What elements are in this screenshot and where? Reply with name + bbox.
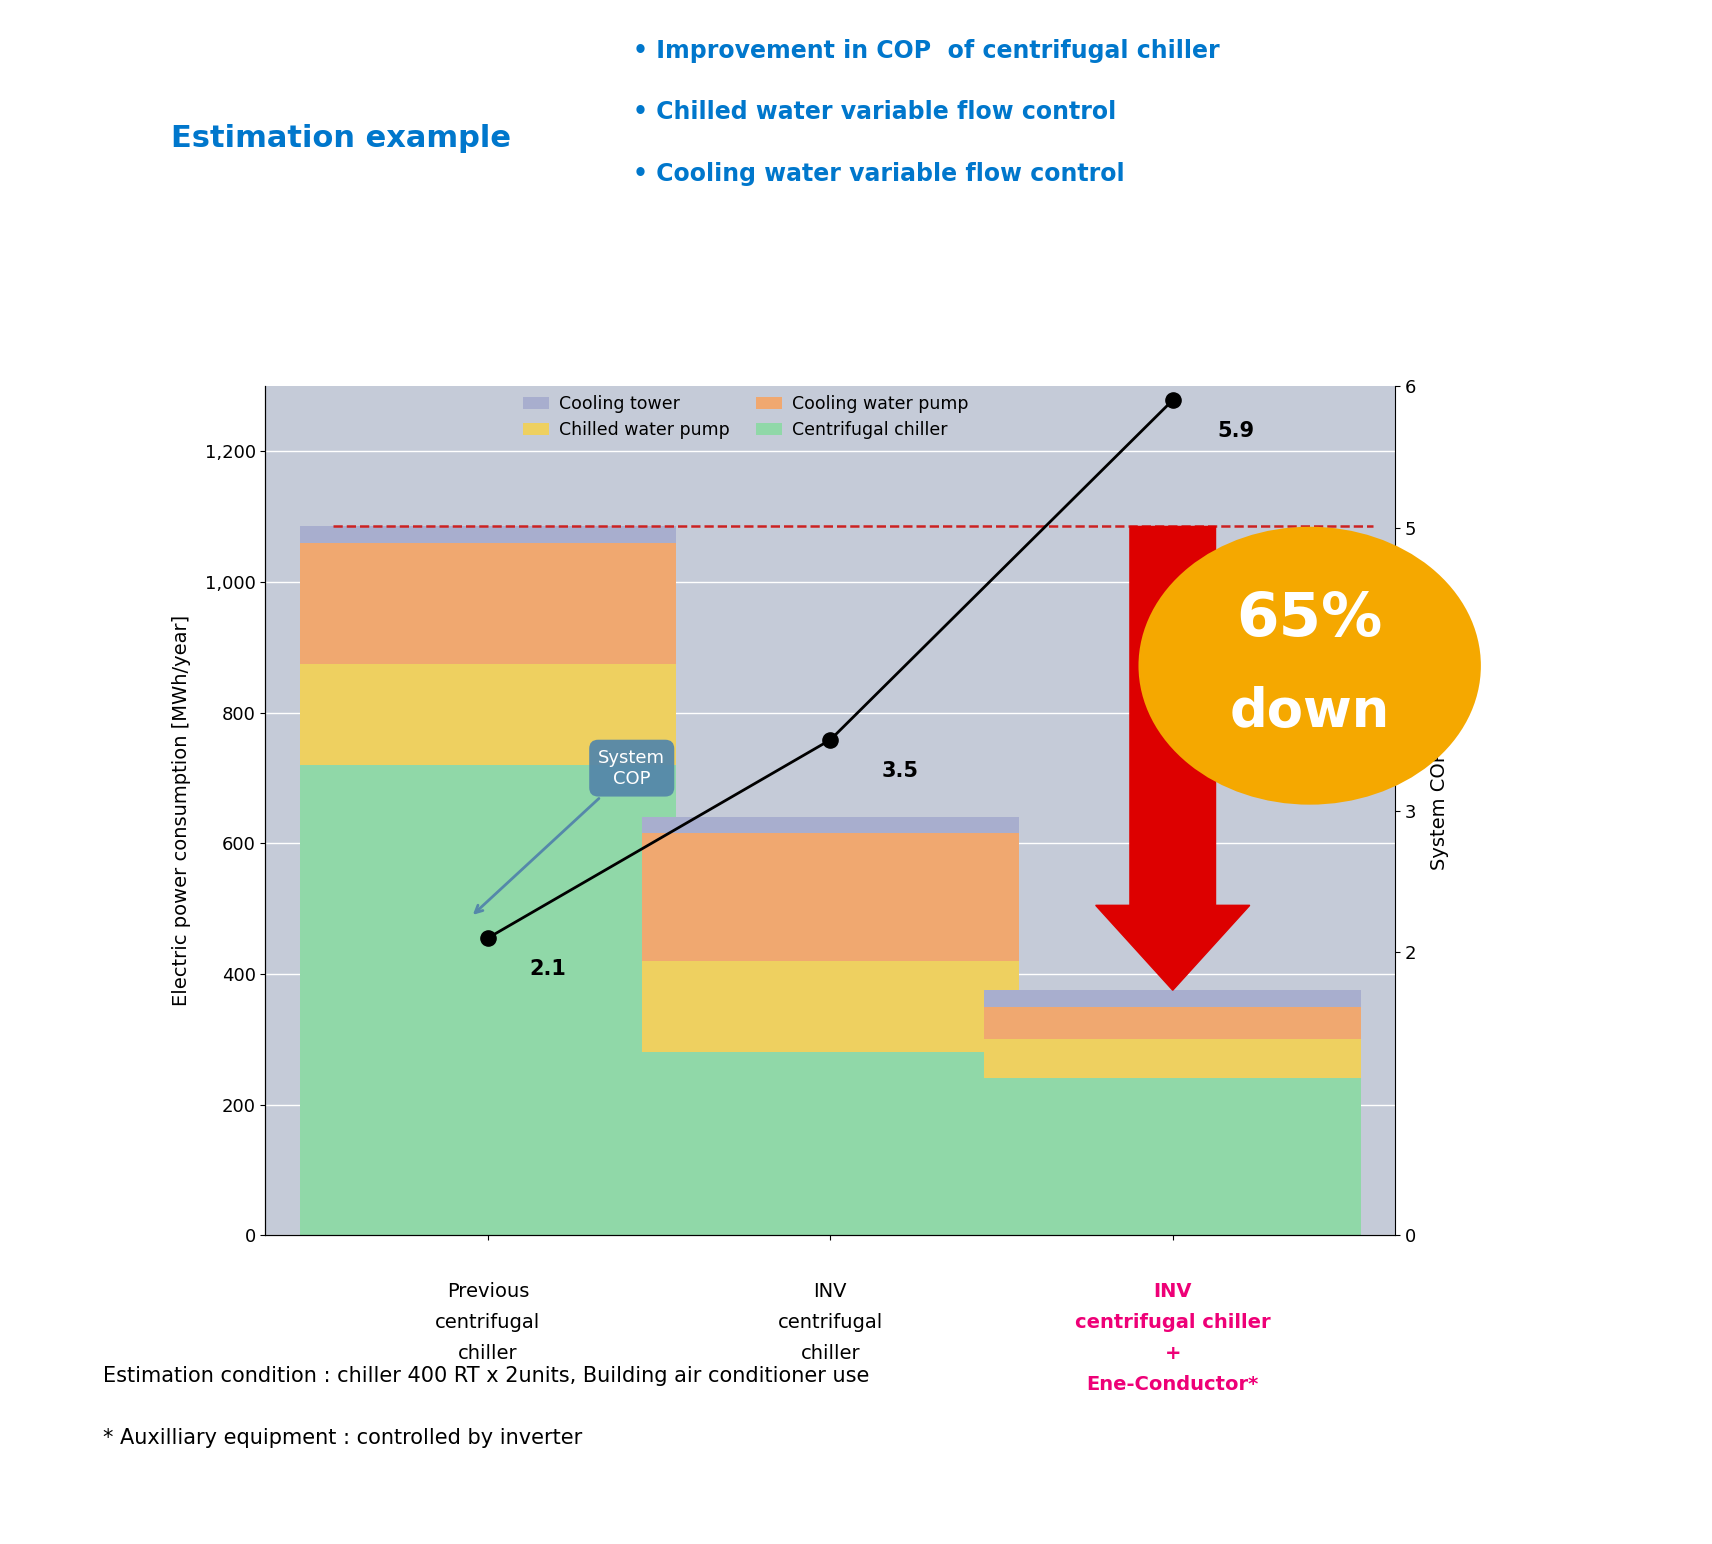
- Text: INV
centrifugal
chiller: INV centrifugal chiller: [777, 1282, 883, 1362]
- Text: 5.9: 5.9: [1217, 422, 1255, 442]
- Text: 65%: 65%: [1236, 590, 1383, 648]
- Legend: Cooling tower, Chilled water pump, Cooling water pump, Centrifugal chiller: Cooling tower, Chilled water pump, Cooli…: [522, 395, 969, 440]
- Point: [1159, 388, 1186, 412]
- Text: * Auxilliary equipment : controlled by inverter: * Auxilliary equipment : controlled by i…: [103, 1428, 582, 1448]
- Y-axis label: System COP: System COP: [1431, 750, 1450, 871]
- Point: [474, 925, 502, 950]
- Text: Estimation example: Estimation example: [171, 124, 512, 153]
- FancyArrow shape: [1096, 527, 1250, 990]
- Text: System
COP: System COP: [476, 749, 666, 913]
- Bar: [984, 1007, 1361, 1039]
- Text: 3.5: 3.5: [882, 761, 919, 781]
- Bar: [642, 1053, 1019, 1235]
- Text: Previous
centrifugal
chiller: Previous centrifugal chiller: [435, 1282, 541, 1362]
- Bar: [642, 834, 1019, 960]
- Bar: [300, 527, 676, 543]
- Text: INV
centrifugal chiller
+
Ene-Conductor*: INV centrifugal chiller + Ene-Conductor*: [1075, 1282, 1270, 1394]
- Bar: [300, 543, 676, 664]
- Bar: [300, 764, 676, 1235]
- Y-axis label: Electric power consumption [MWh/year]: Electric power consumption [MWh/year]: [171, 615, 190, 1007]
- Bar: [642, 960, 1019, 1053]
- Text: 2.1: 2.1: [529, 959, 567, 979]
- Bar: [984, 1078, 1361, 1235]
- Text: • Chilled water variable flow control: • Chilled water variable flow control: [633, 100, 1116, 125]
- Point: [817, 727, 844, 752]
- Bar: [984, 1039, 1361, 1078]
- Bar: [642, 817, 1019, 834]
- Text: • Improvement in COP  of centrifugal chiller: • Improvement in COP of centrifugal chil…: [633, 39, 1221, 63]
- Text: down: down: [1229, 686, 1390, 738]
- Text: Estimation condition : chiller 400 RT x 2units, Building air conditioner use: Estimation condition : chiller 400 RT x …: [103, 1366, 870, 1387]
- Text: • Cooling water variable flow control: • Cooling water variable flow control: [633, 162, 1125, 187]
- Ellipse shape: [1138, 527, 1481, 804]
- Bar: [984, 990, 1361, 1007]
- Bar: [300, 664, 676, 764]
